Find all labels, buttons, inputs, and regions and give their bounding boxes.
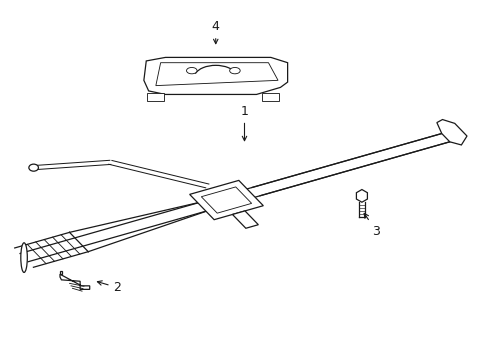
Polygon shape — [60, 271, 62, 274]
Text: 2: 2 — [97, 281, 121, 294]
Ellipse shape — [229, 67, 240, 74]
Circle shape — [29, 164, 39, 171]
Ellipse shape — [21, 243, 27, 273]
Polygon shape — [60, 274, 89, 289]
FancyBboxPatch shape — [262, 93, 279, 101]
Text: 4: 4 — [211, 20, 219, 44]
FancyBboxPatch shape — [147, 93, 164, 101]
Polygon shape — [201, 187, 251, 213]
Polygon shape — [143, 57, 287, 94]
Ellipse shape — [186, 67, 197, 74]
Polygon shape — [156, 63, 278, 86]
Text: 1: 1 — [240, 105, 248, 141]
Text: 3: 3 — [364, 213, 380, 238]
Polygon shape — [436, 120, 466, 145]
Polygon shape — [356, 189, 366, 202]
Polygon shape — [189, 180, 263, 220]
Polygon shape — [232, 211, 258, 228]
